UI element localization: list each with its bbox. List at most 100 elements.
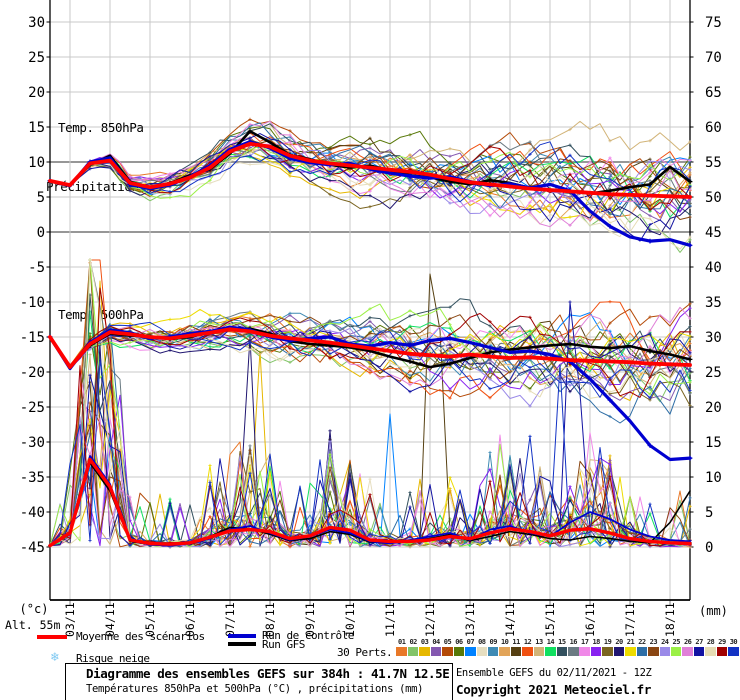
- data-series: [47, 117, 693, 549]
- pert-cell: 17: [579, 638, 590, 658]
- pert-cell: 03: [419, 638, 430, 658]
- pert-number: 14: [546, 638, 555, 646]
- mean-legend-label: Moyenne des scénarios: [76, 630, 205, 643]
- y-tick-label-right: 0: [705, 540, 713, 556]
- x-tick-label: 06/11: [183, 602, 197, 637]
- pert-number: 23: [649, 638, 658, 646]
- y-tick-label-right: 5: [705, 505, 713, 521]
- mean-line-precip: [48, 457, 692, 548]
- pert-cell: 05: [442, 638, 453, 658]
- y-tick-label-left: 15: [28, 120, 45, 136]
- x-tick-label: 10/11: [343, 602, 357, 637]
- y-tick-label-right: 65: [705, 85, 722, 101]
- pert-swatch: [728, 647, 739, 656]
- pert-cell: 18: [590, 638, 602, 658]
- pert-cell: 26: [682, 638, 693, 658]
- pert-cell: 19: [602, 638, 613, 658]
- pert-cell: 20: [613, 638, 625, 658]
- x-tick-label: 07/11: [223, 602, 237, 637]
- pert-number: 21: [626, 638, 635, 646]
- left-unit-label: (°c): [20, 602, 49, 616]
- pert-number: 15: [558, 638, 566, 646]
- x-tick-label: 11/11: [383, 602, 397, 637]
- y-tick-label-right: 45: [705, 225, 722, 241]
- ensemble-member-line-precip: [49, 259, 691, 548]
- y-tick-label-left: 10: [28, 155, 45, 171]
- y-tick-label-right: 20: [705, 400, 722, 416]
- pert-number: 27: [695, 638, 703, 646]
- perturbation-color-strip: 01 02 03 04 05 06 07 08 09 10 11 12 13 14 15 16 17 18 19 20…: [396, 638, 740, 658]
- mean-line-t500: [48, 327, 692, 370]
- y-tick-label-left: 0: [37, 225, 45, 241]
- pert-cell: 09: [487, 638, 499, 658]
- diagram-title: Diagramme des ensembles GEFS sur 384h : …: [86, 666, 450, 681]
- pert-swatch: [682, 647, 693, 656]
- y-tick-label-right: 10: [705, 470, 722, 486]
- pert-number: 08: [478, 638, 486, 646]
- pert-number: 17: [581, 638, 589, 646]
- gfs-line-swatch: [228, 642, 256, 646]
- y-tick-label-right: 25: [705, 365, 722, 381]
- y-tick-label-left: -5: [28, 260, 45, 276]
- y-tick-label-left: 25: [28, 50, 45, 66]
- y-tick-label-right: 30: [705, 330, 722, 346]
- snowflake-icon: ❄: [51, 650, 59, 665]
- pert-number: 04: [432, 638, 440, 646]
- pert-swatch: [430, 647, 442, 656]
- perts-legend-label: 30 Perts.: [337, 646, 393, 659]
- pert-number: 16: [569, 638, 578, 646]
- y-tick-label-left: 30: [28, 15, 45, 31]
- pert-cell: 08: [476, 638, 488, 658]
- control-legend-label: Run de contrôle: [262, 629, 354, 642]
- pert-cell: 12: [522, 638, 533, 658]
- pert-number: 11: [512, 638, 520, 646]
- x-tick-label: 14/11: [503, 602, 517, 637]
- pert-swatch: [602, 647, 613, 656]
- pert-swatch: [556, 647, 568, 656]
- pert-cell: 06: [453, 638, 465, 658]
- pert-number: 30: [729, 638, 738, 646]
- control-line-swatch: [228, 634, 256, 638]
- pert-cell: 25: [670, 638, 682, 658]
- y-tick-label-left: -30: [20, 435, 45, 451]
- diagram-subtitle: Températures 850hPa et 500hPa (°C) , pré…: [86, 683, 424, 695]
- pert-number: 10: [500, 638, 509, 646]
- pert-swatch: [625, 647, 636, 656]
- x-tick-label: 05/11: [143, 602, 157, 637]
- pert-cell: 16: [568, 638, 579, 658]
- pert-cell: 10: [499, 638, 510, 658]
- pert-cell: 21: [625, 638, 636, 658]
- pert-number: 24: [661, 638, 669, 646]
- right-unit-label: (mm): [699, 604, 728, 618]
- pert-swatch: [453, 647, 465, 656]
- y-tick-label-right: 60: [705, 120, 722, 136]
- pert-swatch: [396, 647, 407, 656]
- axes-frame: [46, 0, 694, 605]
- pert-cell: 28: [705, 638, 716, 658]
- pert-swatch: [636, 647, 648, 656]
- x-tick-label: 03/11: [63, 602, 77, 637]
- y-tick-label-left: -40: [20, 505, 45, 521]
- pert-number: 25: [672, 638, 681, 646]
- y-tick-label-right: 35: [705, 295, 722, 311]
- pert-swatch: [716, 647, 728, 656]
- x-tick-label: 15/11: [543, 602, 557, 637]
- pert-cell: 11: [510, 638, 522, 658]
- pert-swatch: [648, 647, 659, 656]
- pert-number: 29: [718, 638, 726, 646]
- pert-swatch: [670, 647, 682, 656]
- pert-cell: 01: [396, 638, 407, 658]
- ensemble-member-line-precip: [49, 389, 691, 547]
- y-tick-label-left: -10: [20, 295, 45, 311]
- x-tick-label: 18/11: [663, 602, 677, 637]
- x-tick-label: 12/11: [423, 602, 437, 637]
- y-tick-label-right: 75: [705, 15, 722, 31]
- pert-swatch: [568, 647, 579, 656]
- pert-cell: 22: [636, 638, 648, 658]
- pert-number: 12: [523, 638, 532, 646]
- gfs-legend-label: Run GFS: [262, 638, 305, 651]
- mean-line-swatch: [37, 635, 67, 639]
- pert-cell: 13: [533, 638, 545, 658]
